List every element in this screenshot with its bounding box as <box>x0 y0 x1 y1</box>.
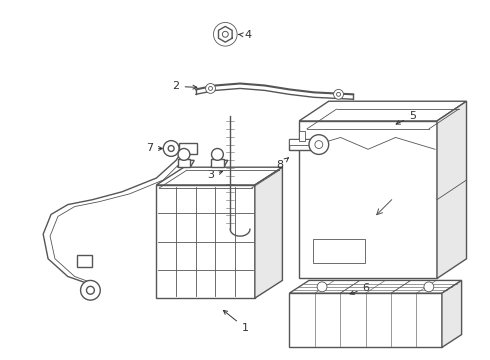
Text: 6: 6 <box>350 283 369 294</box>
Text: 3: 3 <box>207 170 222 180</box>
Polygon shape <box>211 160 228 167</box>
Polygon shape <box>289 293 442 347</box>
Text: 2: 2 <box>172 81 197 91</box>
Circle shape <box>337 93 341 96</box>
Bar <box>313 239 366 263</box>
Circle shape <box>317 282 327 292</box>
Polygon shape <box>437 101 466 278</box>
Polygon shape <box>299 101 466 121</box>
Polygon shape <box>156 185 255 298</box>
Text: 7: 7 <box>146 144 162 153</box>
Text: 4: 4 <box>239 30 251 40</box>
Polygon shape <box>177 159 190 167</box>
Circle shape <box>315 141 323 148</box>
Circle shape <box>424 282 434 292</box>
Circle shape <box>206 84 216 93</box>
Polygon shape <box>442 280 462 347</box>
Bar <box>179 143 197 154</box>
Circle shape <box>214 22 237 46</box>
Circle shape <box>334 89 343 99</box>
Circle shape <box>168 145 174 152</box>
Text: 1: 1 <box>223 310 248 333</box>
Circle shape <box>178 148 190 160</box>
Circle shape <box>86 286 95 294</box>
Polygon shape <box>299 121 437 278</box>
Polygon shape <box>289 280 462 293</box>
Text: 5: 5 <box>396 111 416 124</box>
Polygon shape <box>177 160 195 167</box>
Polygon shape <box>211 159 224 167</box>
Polygon shape <box>255 167 282 298</box>
Polygon shape <box>156 167 282 185</box>
Bar <box>76 255 93 267</box>
Circle shape <box>80 280 100 300</box>
Bar <box>299 131 305 141</box>
Circle shape <box>222 31 228 37</box>
Circle shape <box>309 135 329 154</box>
Text: 8: 8 <box>276 158 289 170</box>
Circle shape <box>163 141 179 156</box>
Polygon shape <box>219 26 232 42</box>
Circle shape <box>209 86 213 90</box>
Bar <box>289 139 311 145</box>
Circle shape <box>212 148 223 160</box>
Bar <box>289 139 311 150</box>
